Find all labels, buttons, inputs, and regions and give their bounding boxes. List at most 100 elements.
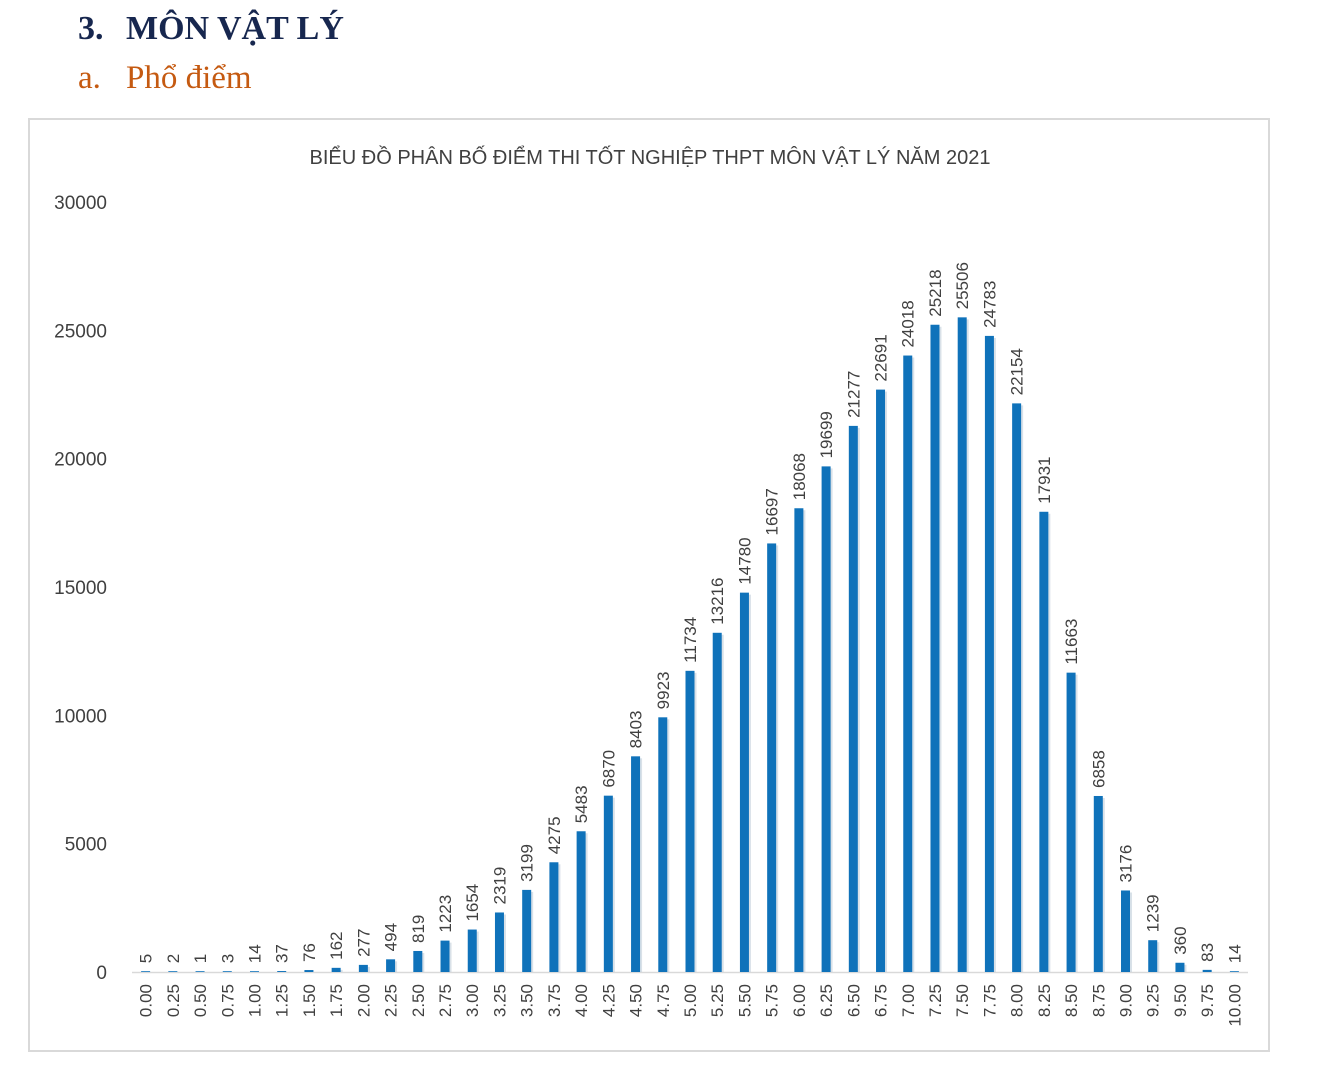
data-label: 14 xyxy=(245,944,264,963)
bar xyxy=(331,967,341,972)
data-label: 277 xyxy=(354,929,373,957)
x-tick-label: 7.50 xyxy=(953,984,972,1017)
x-tick-label: 4.50 xyxy=(627,984,646,1017)
x-tick-label: 10.00 xyxy=(1225,984,1244,1027)
bar xyxy=(685,670,695,972)
data-label: 21277 xyxy=(844,371,863,418)
bar xyxy=(930,324,940,972)
y-tick-label: 20000 xyxy=(54,450,107,471)
x-tick-label: 8.25 xyxy=(1035,984,1054,1017)
section-heading: 3. MÔN VẬT LÝ xyxy=(78,10,344,48)
data-label: 11663 xyxy=(1062,619,1081,665)
score-distribution-chart: BIỂU ĐỒ PHÂN BỐ ĐIỂM THI TỐT NGHIỆP THPT… xyxy=(54,145,1248,1027)
x-tick-label: 3.50 xyxy=(518,984,537,1017)
subsection-heading: a. Phổ điểm xyxy=(78,60,252,97)
bar xyxy=(168,971,178,972)
data-label: 1654 xyxy=(463,884,482,922)
data-label: 22691 xyxy=(872,334,891,381)
x-tick-label: 1.50 xyxy=(300,984,319,1017)
x-tick-label: 7.00 xyxy=(899,984,918,1017)
x-tick-label: 4.75 xyxy=(654,984,673,1017)
y-tick-label: 25000 xyxy=(54,321,107,342)
x-tick-label: 0.75 xyxy=(218,984,237,1017)
bar xyxy=(413,950,423,972)
x-tick-label: 9.25 xyxy=(1144,984,1163,1017)
data-labels: 5 2 1 3 14 37 76 162 277 494 819 1223 1654 2319 3199 42… xyxy=(137,262,1245,963)
data-label: 2 xyxy=(164,954,183,963)
data-label: 24783 xyxy=(980,281,999,328)
x-tick-label: 4.25 xyxy=(599,984,618,1017)
bar xyxy=(576,831,586,972)
bars xyxy=(141,317,1239,973)
data-label: 25506 xyxy=(953,262,972,309)
bar xyxy=(195,971,205,972)
bar xyxy=(1039,511,1049,972)
x-tick-label: 5.00 xyxy=(681,984,700,1017)
bar xyxy=(386,959,396,972)
bar xyxy=(1012,403,1022,972)
data-label: 6858 xyxy=(1089,750,1108,788)
data-label: 3176 xyxy=(1117,845,1136,883)
data-label: 6870 xyxy=(599,750,618,788)
bar xyxy=(1229,971,1239,972)
x-axis-labels: 0.00 0.25 0.50 0.75 1.00 1.25 1.50 1.75 2.00 2.25… xyxy=(137,984,1245,1027)
data-label: 18068 xyxy=(790,453,809,500)
x-tick-label: 5.75 xyxy=(763,984,782,1017)
x-tick-label: 7.25 xyxy=(926,984,945,1017)
data-label: 4275 xyxy=(545,816,564,854)
data-label: 5 xyxy=(137,954,156,963)
bar xyxy=(1175,962,1185,972)
bar xyxy=(1121,890,1131,972)
data-label: 494 xyxy=(382,923,401,951)
bar xyxy=(141,971,151,972)
bar xyxy=(739,592,749,972)
data-label: 9923 xyxy=(654,671,673,709)
y-axis-labels: 0 5000 10000 15000 20000 25000 30000 xyxy=(54,193,107,984)
x-tick-label: 1.75 xyxy=(327,984,346,1017)
data-label: 19699 xyxy=(817,411,836,458)
data-label: 3 xyxy=(218,954,237,963)
x-tick-label: 8.00 xyxy=(1008,984,1027,1017)
x-tick-label: 3.00 xyxy=(463,984,482,1017)
x-tick-label: 9.50 xyxy=(1171,984,1190,1017)
x-tick-label: 6.75 xyxy=(872,984,891,1017)
data-label: 8403 xyxy=(627,710,646,748)
bar xyxy=(249,971,259,972)
x-tick-label: 5.25 xyxy=(708,984,727,1017)
bar xyxy=(767,543,777,972)
section-number: 3. xyxy=(78,10,104,47)
data-label: 14 xyxy=(1225,944,1244,963)
y-tick-label: 5000 xyxy=(65,835,107,856)
data-label: 24018 xyxy=(899,300,918,347)
bar xyxy=(848,425,858,972)
data-label: 76 xyxy=(300,943,319,962)
bar xyxy=(277,971,287,972)
x-tick-label: 2.25 xyxy=(382,984,401,1017)
data-label: 16697 xyxy=(763,488,782,535)
y-tick-label: 10000 xyxy=(54,706,107,727)
data-label: 3199 xyxy=(518,844,537,882)
bar xyxy=(1093,795,1103,972)
bar xyxy=(222,971,232,972)
bar xyxy=(304,970,314,972)
data-label: 162 xyxy=(327,931,346,959)
x-tick-label: 3.25 xyxy=(490,984,509,1017)
x-tick-label: 4.00 xyxy=(572,984,591,1017)
data-label: 2319 xyxy=(490,867,509,905)
data-label: 17931 xyxy=(1035,456,1054,503)
bar xyxy=(794,508,804,972)
x-tick-label: 1.00 xyxy=(245,984,264,1017)
data-label: 5483 xyxy=(572,785,591,823)
bar xyxy=(1202,969,1212,972)
data-label: 25218 xyxy=(926,269,945,316)
subsection-title: Phổ điểm xyxy=(126,60,252,96)
x-tick-label: 0.50 xyxy=(191,984,210,1017)
bar xyxy=(984,335,994,972)
data-label: 14780 xyxy=(735,537,754,584)
bar xyxy=(712,632,722,972)
data-label: 13216 xyxy=(708,578,727,625)
bar xyxy=(821,466,831,972)
bar xyxy=(494,912,504,972)
chart-frame: BIỂU ĐỒ PHÂN BỐ ĐIỂM THI TỐT NGHIỆP THPT… xyxy=(28,118,1270,1052)
bar xyxy=(1066,672,1076,972)
